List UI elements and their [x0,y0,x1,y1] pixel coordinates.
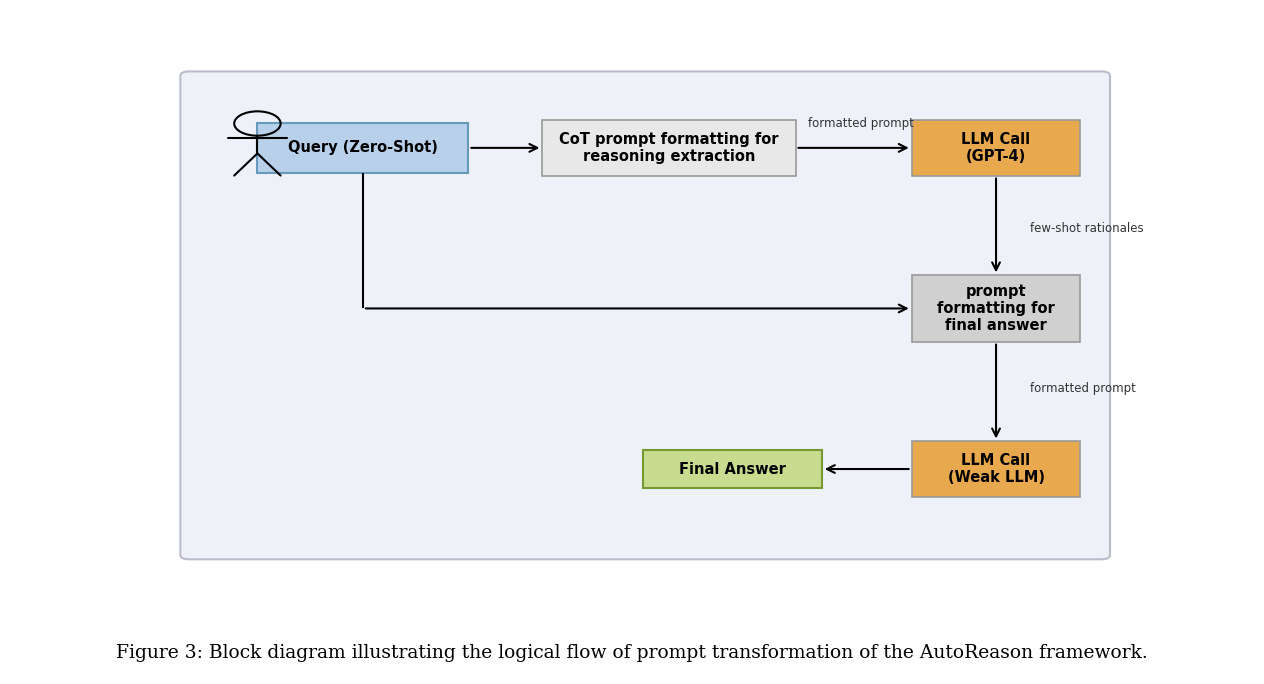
FancyBboxPatch shape [542,120,795,176]
Text: few-shot rationales: few-shot rationales [1030,222,1144,235]
Text: LLM Call
(GPT-4): LLM Call (GPT-4) [962,132,1030,164]
Text: Figure 3: Block diagram illustrating the logical flow of prompt transformation o: Figure 3: Block diagram illustrating the… [116,644,1148,662]
FancyBboxPatch shape [911,441,1081,497]
Text: Query (Zero-Shot): Query (Zero-Shot) [288,140,437,155]
FancyBboxPatch shape [911,275,1081,342]
Text: formatted prompt: formatted prompt [808,117,914,130]
Text: CoT prompt formatting for
reasoning extraction: CoT prompt formatting for reasoning extr… [559,132,779,164]
FancyBboxPatch shape [642,449,822,488]
Text: prompt
formatting for
final answer: prompt formatting for final answer [937,284,1055,333]
FancyBboxPatch shape [181,71,1110,560]
Text: Final Answer: Final Answer [679,462,786,477]
Text: formatted prompt: formatted prompt [1030,382,1135,395]
Text: LLM Call
(Weak LLM): LLM Call (Weak LLM) [948,453,1044,485]
FancyBboxPatch shape [911,120,1081,176]
FancyBboxPatch shape [258,123,469,173]
